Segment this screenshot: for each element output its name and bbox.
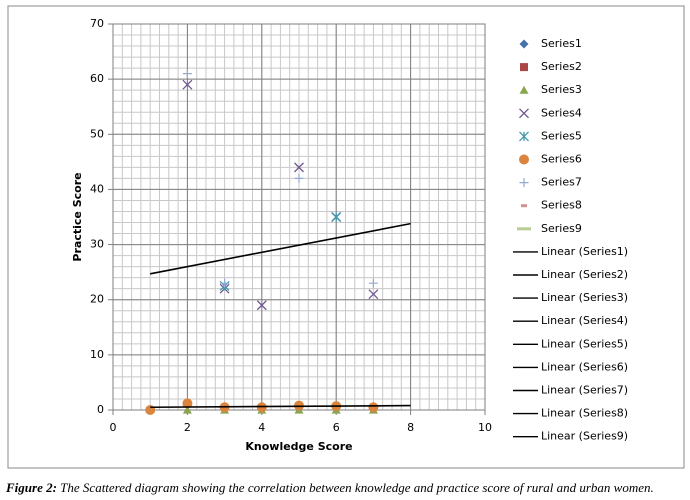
marker <box>368 289 379 300</box>
y-axis-title: Practice Score <box>71 172 84 261</box>
y-tick-label: 20 <box>90 293 104 306</box>
x-tick-label: 0 <box>110 421 117 434</box>
legend-label: Series2 <box>541 60 582 73</box>
marker <box>519 108 529 119</box>
marker <box>519 178 529 188</box>
trendline <box>150 222 411 275</box>
marker <box>182 69 192 79</box>
legend-label: Linear (Series3) <box>541 291 628 304</box>
marker <box>521 204 527 208</box>
y-tick-label: 60 <box>90 72 104 85</box>
marker <box>256 300 267 311</box>
legend-label: Linear (Series1) <box>541 245 628 258</box>
legend-label: Series7 <box>541 176 582 189</box>
legend-label: Series8 <box>541 199 582 212</box>
legend-label: Series1 <box>541 37 582 50</box>
chart-border <box>7 5 685 469</box>
legend-label: Linear (Series5) <box>541 337 628 350</box>
caption-label: Figure 2: <box>6 480 57 495</box>
x-tick-label: 4 <box>258 421 265 434</box>
y-tick-label: 50 <box>90 127 104 140</box>
marker <box>294 173 304 183</box>
legend-label: Series6 <box>541 153 582 166</box>
x-tick-label: 10 <box>478 421 492 434</box>
marker <box>519 39 529 49</box>
y-tick-label: 0 <box>97 403 104 416</box>
marker <box>182 405 192 414</box>
marker <box>519 131 529 142</box>
marker <box>520 63 528 72</box>
trendline <box>150 404 411 409</box>
legend-label: Series9 <box>541 222 582 235</box>
caption: Figure 2: The Scattered diagram showing … <box>6 480 654 496</box>
marker <box>519 85 529 94</box>
marker <box>182 398 193 409</box>
x-tick-label: 2 <box>184 421 191 434</box>
legend-label: Series3 <box>541 83 582 96</box>
marker <box>182 79 193 90</box>
x-tick-label: 6 <box>333 421 340 434</box>
y-tick-label: 70 <box>90 17 104 30</box>
legend-label: Linear (Series7) <box>541 384 628 397</box>
caption-text: The Scattered diagram showing the correl… <box>60 480 654 495</box>
y-tick-label: 30 <box>90 238 104 251</box>
legend-label: Linear (Series8) <box>541 407 628 420</box>
legend-label: Linear (Series9) <box>541 430 628 443</box>
marker <box>368 278 378 288</box>
marker <box>294 162 304 173</box>
y-tick-label: 10 <box>90 348 104 361</box>
y-tick-label: 40 <box>90 182 104 195</box>
x-axis-title: Knowledge Score <box>245 440 352 453</box>
marker <box>331 212 342 222</box>
legend-label: Series5 <box>541 129 582 142</box>
marker <box>220 278 230 288</box>
x-tick-label: 8 <box>407 421 414 434</box>
legend-label: Series4 <box>541 106 582 119</box>
legend-label: Linear (Series4) <box>541 314 628 327</box>
marker <box>519 154 529 165</box>
legend-label: Linear (Series2) <box>541 268 628 281</box>
legend-label: Linear (Series6) <box>541 360 628 373</box>
marker <box>517 227 531 231</box>
marker <box>368 402 379 413</box>
chart: Practice Score Knowledge Score 010203040… <box>7 5 685 469</box>
